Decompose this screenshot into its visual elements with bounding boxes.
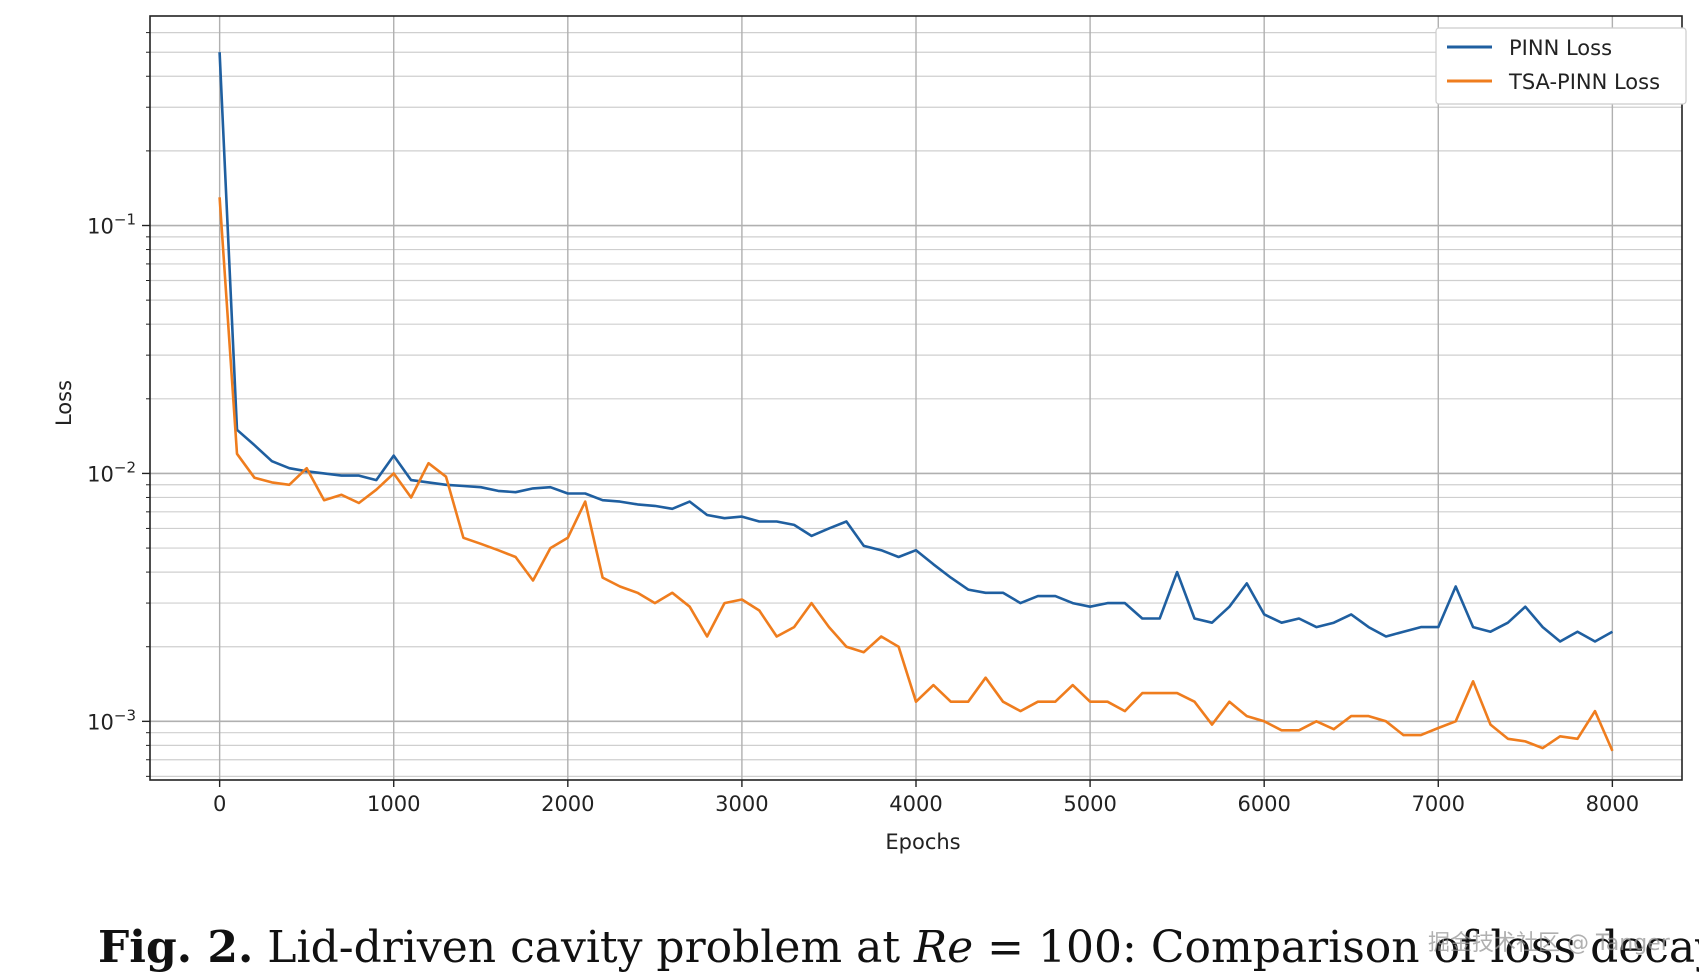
y-tick-label: 10−3 [87, 706, 136, 734]
x-tick-label: 2000 [541, 792, 594, 816]
legend-label-tsa-pinn: TSA-PINN Loss [1508, 70, 1660, 94]
figure-label: Fig. 2. [98, 922, 254, 973]
x-tick-label: 6000 [1237, 792, 1290, 816]
x-tick-label: 3000 [715, 792, 768, 816]
grid-lines [150, 16, 1682, 780]
legend-box [1435, 27, 1687, 105]
x-axis-ticks: 0 1000 2000 3000 4000 5000 6000 7000 8000 [213, 780, 1639, 816]
watermark: 掘金技术社区 @ Tanger [1428, 931, 1670, 956]
y-axis-ticks: 10−1 10−2 10−3 [87, 32, 150, 777]
x-tick-label: 5000 [1063, 792, 1116, 816]
legend: PINN Loss TSA-PINN Loss [1435, 27, 1687, 105]
caption-text-before: Lid-driven cavity problem at [253, 922, 915, 973]
x-tick-label: 1000 [367, 792, 420, 816]
x-tick-label: 8000 [1586, 792, 1639, 816]
x-tick-label: 4000 [889, 792, 942, 816]
x-tick-label: 0 [213, 792, 226, 816]
x-axis-title: Epochs [885, 830, 960, 854]
y-tick-label: 10−1 [87, 211, 136, 239]
y-axis-title: Loss [52, 380, 76, 426]
caption-text-after: : Comparison of loss decays. [1122, 922, 1699, 973]
series-line-tsa-pinn [218, 197, 1614, 752]
series-lines [218, 52, 1614, 752]
legend-label-pinn: PINN Loss [1509, 36, 1612, 60]
x-tick-label: 7000 [1412, 792, 1465, 816]
y-tick-label: 10−2 [87, 458, 136, 486]
caption-math-rest: = 100 [973, 922, 1123, 973]
figure-caption: Fig. 2. Lid-driven cavity problem at Re … [98, 922, 1699, 973]
caption-math-var: Re [914, 922, 974, 973]
series-line-pinn [218, 52, 1614, 643]
